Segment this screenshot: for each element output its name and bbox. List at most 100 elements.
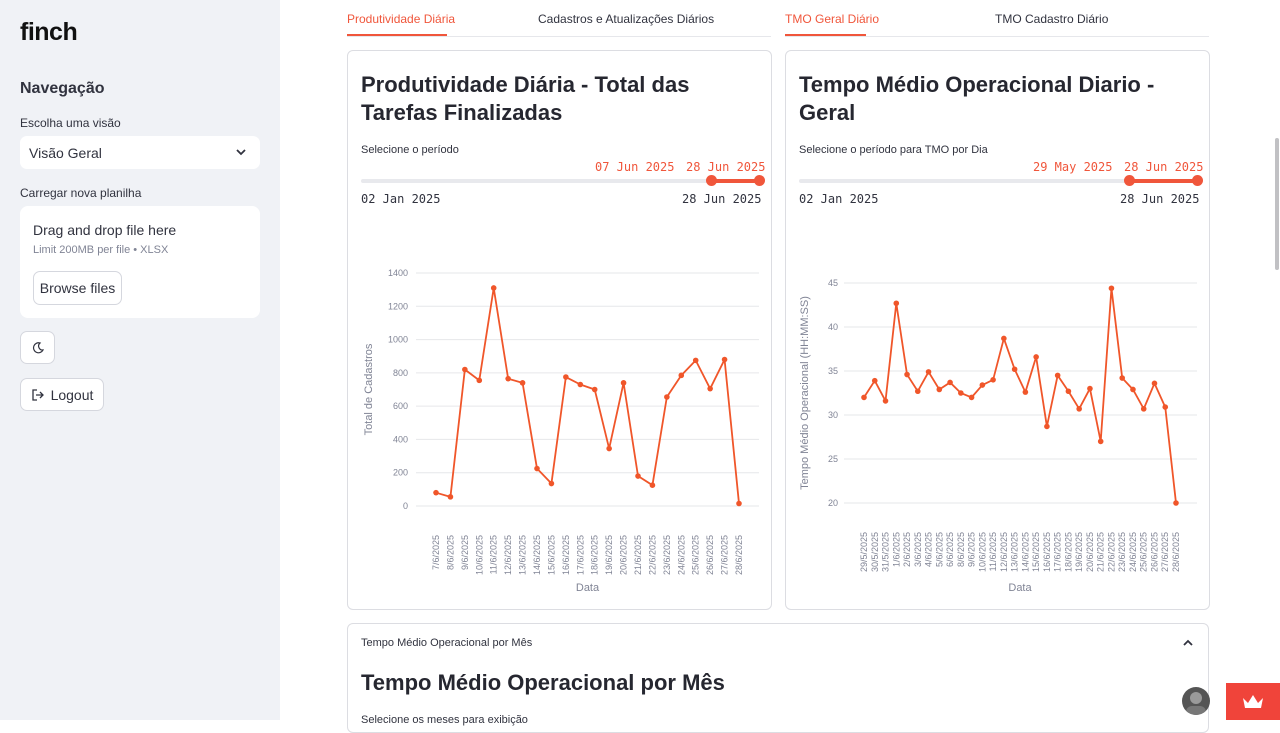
data-point [721,356,728,363]
x-tick-label: 25/6/2025 [691,535,701,575]
view-select[interactable]: Visão Geral [20,136,260,169]
data-point [1108,285,1115,292]
data-point [1001,335,1007,342]
sidebar: finch Navegação Escolha uma visão Visão … [0,0,280,720]
data-point [649,482,656,488]
data-point [577,381,584,388]
x-tick-label: 11/6/2025 [988,532,998,571]
series-line [863,287,1177,504]
x-tick-label: 28/6/2025 [1171,532,1181,572]
y-tick-label: 20 [828,498,838,508]
x-tick-label: 22/6/2025 [647,535,657,575]
dropzone-title: Drag and drop file here [33,222,177,238]
data-point [664,394,670,400]
crown-icon [1243,694,1263,708]
x-tick-label: 24/6/2025 [1128,532,1138,572]
data-point [534,465,540,472]
data-point [548,480,555,487]
data-point [1054,372,1061,379]
period-label: Selecione o período para TMO por Dia [799,144,988,156]
data-point [958,390,964,396]
data-point [447,494,454,500]
x-tick-label: 14/6/2025 [532,535,542,575]
slider-start-value: 29 May 2025 [1033,160,1113,174]
slider-end-value: 28 Jun 2025 [1124,160,1204,174]
y-axis-title: Total de Cadastros [363,343,375,435]
user-avatar-icon [1186,692,1206,715]
slider-start-handle[interactable] [706,175,717,186]
y-tick-label: 400 [393,434,408,444]
x-tick-label: 25/6/2025 [1139,532,1149,572]
slider-start-handle[interactable] [1124,175,1135,186]
browse-files-button[interactable]: Browse files [33,271,122,305]
monthly-tmo-expander[interactable]: Tempo Médio Operacional por Mês Tempo Mé… [347,623,1209,733]
x-tick-label: 15/6/2025 [546,535,556,575]
tab-cadastros-atualizacoes[interactable]: Cadastros e Atualizações Diários [538,12,715,26]
slider-end-handle[interactable] [754,175,765,186]
y-axis-title: Tempo Médio Operacional (HH:MM:SS) [799,296,811,490]
data-point [1087,385,1093,392]
y-tick-label: 1400 [388,268,408,278]
tab-tmo-geral-diario[interactable]: TMO Geral Diário [785,12,880,26]
slider-fill [711,179,759,183]
x-tick-label: 17/6/2025 [1053,532,1063,572]
y-tick-label: 0 [403,501,408,511]
data-point [1076,406,1082,412]
logout-button[interactable]: Logout [20,378,104,411]
date-range-slider[interactable] [799,175,1203,186]
expander-header[interactable]: Tempo Médio Operacional por Mês [361,637,533,649]
y-tick-label: 45 [828,278,838,288]
x-tick-label: 29/5/2025 [859,532,869,572]
data-point [1022,389,1029,395]
dropzone-limit: Limit 200MB per file • XLSX [33,244,169,256]
data-point [1173,500,1179,506]
data-point [1151,380,1158,387]
x-tick-label: 24/6/2025 [676,535,686,575]
data-point [462,366,468,373]
data-point [893,300,900,307]
x-axis-title: Data [1008,582,1032,594]
data-point [505,375,511,382]
data-point [990,377,996,383]
data-point [925,369,932,375]
file-dropzone[interactable]: Drag and drop file here Limit 200MB per … [20,206,260,318]
moon-icon [32,341,44,353]
data-point [433,489,439,496]
tmo-card: Tempo Médio Operacional Diario - Geral S… [785,50,1210,610]
x-tick-label: 8/6/2025 [956,532,966,567]
x-tick-label: 3/6/2025 [913,532,923,567]
y-tick-label: 1200 [388,301,408,311]
data-point [1011,366,1018,373]
page-scrollbar[interactable] [1275,138,1279,270]
x-tick-label: 6/6/2025 [945,532,955,567]
data-point [882,398,889,404]
slider-fill [1129,179,1197,183]
data-point [490,285,497,291]
theme-toggle-button[interactable] [20,331,55,364]
x-tick-label: 27/6/2025 [1160,532,1170,572]
logout-label: Logout [50,386,94,403]
x-tick-label: 20/6/2025 [1085,532,1095,572]
data-point [736,500,742,507]
chevron-down-icon [236,149,246,156]
data-point [1140,406,1147,412]
y-tick-label: 1000 [388,335,408,345]
chevron-up-icon[interactable] [1182,637,1194,649]
data-point [936,386,943,393]
x-tick-label: 2/6/2025 [902,532,912,567]
x-tick-label: 16/6/2025 [1042,532,1052,572]
tab-tmo-cadastro-diario[interactable]: TMO Cadastro Diário [995,12,1109,26]
upload-label: Carregar nova planilha [20,186,142,200]
x-tick-label: 19/6/2025 [1074,532,1084,572]
tab-produtividade-diaria[interactable]: Produtividade Diária [347,12,456,26]
slider-end-handle[interactable] [1192,175,1203,186]
view-select-value: Visão Geral [29,144,102,161]
active-tab-underline [785,34,866,36]
date-range-slider[interactable] [361,175,765,186]
streamlit-crown-badge[interactable] [1226,683,1280,720]
period-label: Selecione o período [361,144,459,156]
x-tick-label: 5/6/2025 [934,532,944,567]
range-min: 02 Jan 2025 [361,192,441,206]
x-tick-label: 4/6/2025 [924,532,934,567]
avatar[interactable] [1182,687,1210,715]
